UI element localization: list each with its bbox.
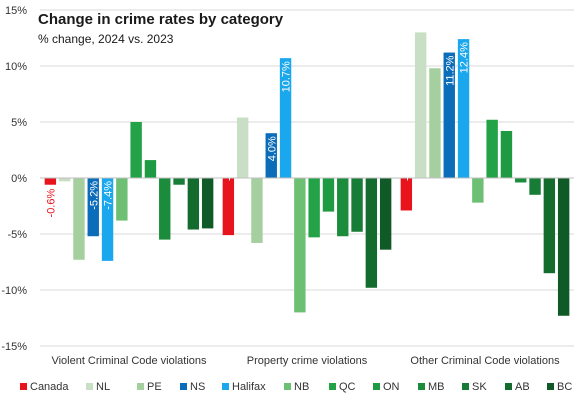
data-label: 12.4% [459,42,471,73]
bar-canada [44,178,57,185]
legend-label-qc: QC [339,381,356,393]
legend-label-halifax: Halifax [232,381,266,393]
legend-swatch-pe [137,383,144,390]
bar-on [144,160,157,178]
legend-swatch-halifax [222,383,229,390]
legend-swatch-ab [505,383,512,390]
bar-sk [351,178,363,232]
data-label: 11.2% [444,55,456,86]
bar-bc [557,178,570,316]
bar-ab [365,178,378,288]
legend-swatch-qc [329,383,336,390]
bar-ns [87,178,99,237]
bar-nb [116,178,128,221]
chart-subtitle: % change, 2024 vs. 2023 [38,32,174,46]
legend-label-canada: Canada [30,381,69,393]
y-tick-label: -15% [1,341,27,353]
bar-qc [130,122,142,178]
category-label: Property crime violations [247,355,368,367]
legend-label-pe: PE [147,381,162,393]
data-label: -7.4% [103,181,115,210]
bar-nl [58,178,71,182]
data-label: -0.6% [45,189,57,218]
bar-canada [222,178,235,236]
legend-swatch-mb [418,383,425,390]
legend-swatch-canada [20,383,27,390]
y-tick-label: 15% [5,5,27,17]
legend-label-nb: NB [294,381,309,393]
legend-swatch-ns [180,383,187,390]
y-tick-label: -5% [7,229,27,241]
bar-ns [265,133,277,178]
y-tick-label: 10% [5,61,27,73]
legend-label-on: ON [383,381,400,393]
bar-nl [414,32,427,179]
data-labels: -0.6% -5.2% -7.4% -5.1% 4.0% 10.7% -2.9% 11.2% 1… [45,42,470,218]
category-labels: Violent Criminal Code violations Property… [51,355,560,367]
legend-swatch-nl [86,383,93,390]
bar-halifax [457,39,470,179]
bar-nb [294,178,306,313]
data-label: -5.2% [88,181,100,210]
bar-ab [187,178,200,230]
bar-halifax [101,178,114,261]
legend-swatch-sk [462,383,469,390]
category-label: Violent Criminal Code violations [51,355,207,367]
y-tick-label: -10% [1,285,27,297]
bar-on [500,130,513,178]
bar-pe [251,178,263,243]
legend-label-ns: NS [190,381,205,393]
data-label: 10.7% [281,61,293,92]
bar-mb [337,178,349,237]
bar-on [322,178,335,212]
legend-swatch-on [373,383,380,390]
legend-swatch-bc [547,383,554,390]
y-tick-label: 5% [11,117,27,129]
legend-label-bc: BC [557,381,572,393]
legend: Canada NL PE NS Halifax NB QC ON MB SK AB BC [20,381,572,393]
bar-nb [472,178,484,203]
bar-mb [159,178,171,240]
bar-qc [308,178,320,238]
bar-canada [400,178,413,211]
bar-ns [443,52,455,179]
bar-bc [379,178,392,250]
y-axis-ticks: 15% 10% 5% 0% -5% -10% -15% [1,5,27,353]
category-label: Other Criminal Code violations [410,355,560,367]
bar-sk [173,178,185,185]
bars [44,32,570,316]
data-label: 4.0% [266,136,278,161]
bar-bc [201,178,214,229]
legend-swatch-nb [284,383,291,390]
bar-ab [543,178,556,274]
legend-label-mb: MB [428,381,445,393]
bar-pe [73,178,85,260]
bar-nl [236,117,249,178]
bar-halifax [279,58,292,178]
chart-title: Change in crime rates by category [38,11,284,28]
legend-label-sk: SK [472,381,487,393]
legend-label-nl: NL [96,381,110,393]
data-label: -2.9% [401,152,413,181]
bar-mb [515,178,527,183]
bar-qc [486,119,498,178]
bar-pe [429,68,441,178]
y-tick-label: 0% [11,173,27,185]
bar-sk [529,178,541,195]
data-label: -5.1% [223,152,235,181]
legend-label-ab: AB [515,381,530,393]
